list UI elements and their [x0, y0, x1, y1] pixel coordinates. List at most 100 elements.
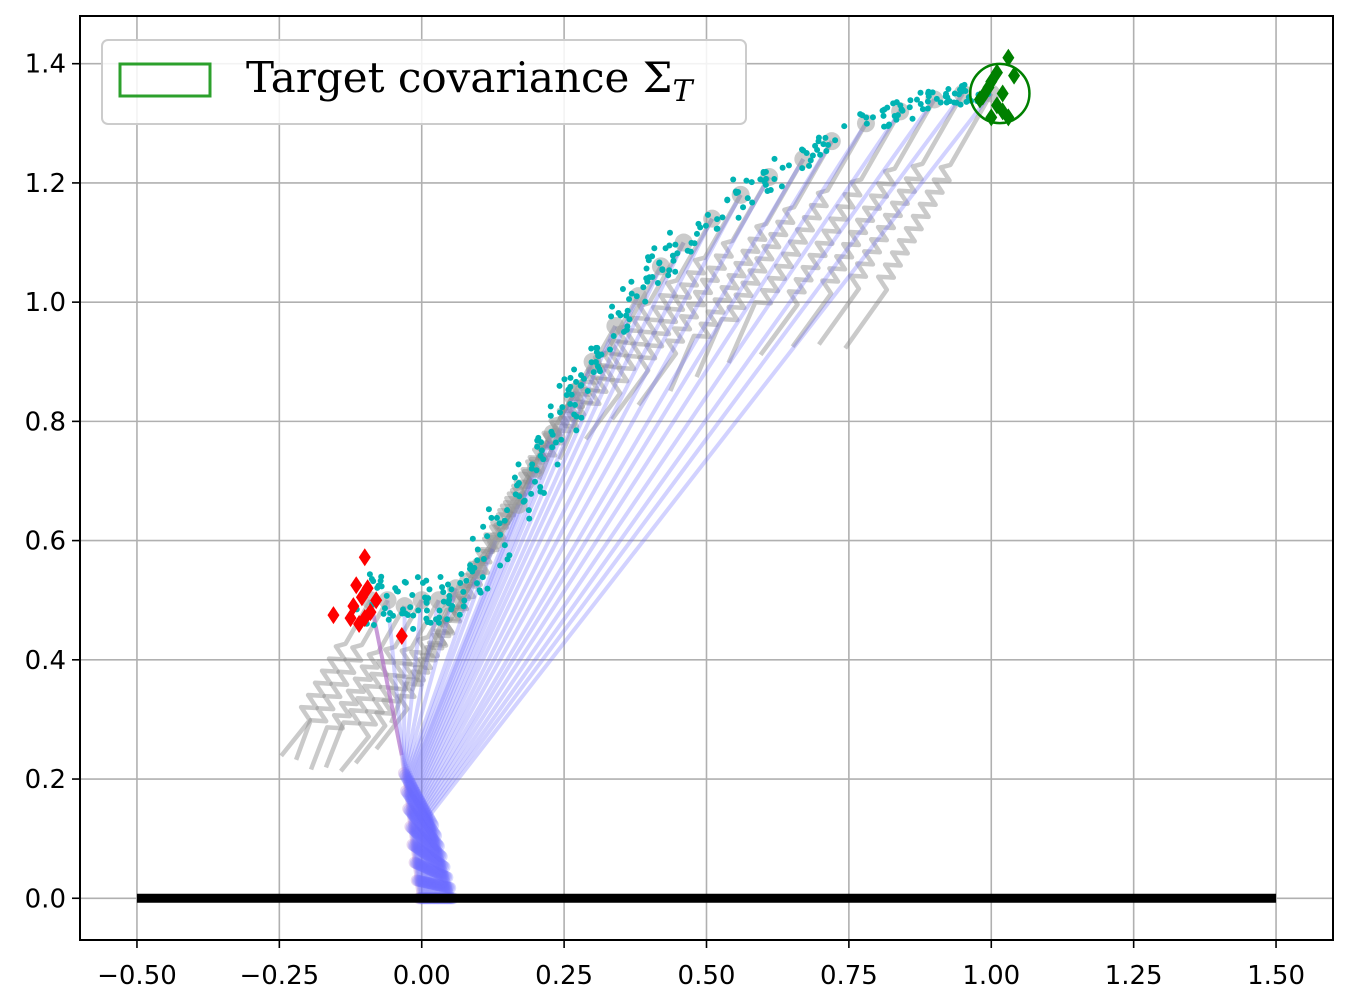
sample-point [633, 293, 640, 300]
sample-point [425, 595, 432, 602]
joint-marker [413, 829, 426, 842]
sample-point [779, 164, 786, 171]
joint-marker [426, 841, 439, 854]
link-line [406, 768, 429, 899]
joint-marker [415, 844, 428, 857]
joint-marker [417, 821, 430, 834]
joint-marker [424, 830, 437, 843]
sample-point [807, 157, 814, 164]
sample-point [744, 195, 751, 202]
joint-marker [432, 856, 445, 869]
sample-point [693, 230, 700, 237]
joint-marker [423, 863, 436, 876]
link-line [427, 812, 454, 899]
sample-point [743, 177, 750, 184]
x-axis-ticks: −0.50 −0.25 0.00 0.25 0.50 0.75 1.00 1.25 1.50 [97, 940, 1305, 991]
sample-point [659, 267, 666, 274]
sample-point [656, 259, 663, 266]
sample-point [590, 369, 597, 376]
joint-marker [408, 797, 421, 810]
link-line [423, 805, 450, 899]
joint-marker [413, 843, 426, 856]
sample-point [704, 211, 711, 218]
sample-point [426, 586, 433, 593]
joint-marker [417, 860, 430, 873]
sample-point [563, 392, 570, 399]
joint-marker [429, 829, 442, 842]
link-line [420, 175, 771, 800]
joint-marker [428, 834, 441, 847]
sample-point [515, 461, 522, 468]
joint-marker [435, 879, 448, 892]
sample-point [761, 178, 768, 185]
sample-point [894, 112, 901, 119]
joint-marker [410, 800, 423, 813]
joint-marker [425, 817, 438, 830]
sample-point [884, 104, 891, 111]
joint-marker [411, 827, 424, 840]
sample-point [925, 93, 932, 100]
sample-point [488, 514, 495, 521]
x-tick-label: 1.00 [962, 961, 1020, 991]
spring-trajectory [817, 92, 965, 346]
joint-marker [437, 880, 450, 893]
sample-point [474, 546, 481, 553]
joint-marker [415, 818, 428, 831]
joint-marker [418, 822, 431, 835]
sample-point [608, 313, 615, 320]
sample-point [387, 609, 394, 616]
sample-point [440, 598, 447, 605]
sample-point [393, 588, 400, 595]
joint-marker [406, 783, 419, 796]
joint-marker [418, 812, 431, 825]
start-sample-marker [370, 591, 383, 610]
sample-point [573, 413, 580, 420]
sample-point [370, 621, 377, 628]
sample-point [620, 328, 627, 335]
mean-state [606, 316, 625, 335]
sample-point [646, 274, 653, 281]
joint-marker [417, 801, 430, 814]
sample-point [407, 604, 414, 611]
joint-marker [417, 810, 430, 823]
legend-swatch [118, 62, 212, 98]
joint-marker [410, 826, 423, 839]
sample-point [497, 531, 504, 538]
y-tick-label: 1.0 [25, 288, 66, 318]
joint-marker [430, 878, 443, 891]
sample-point [771, 155, 778, 162]
sample-point [571, 401, 578, 408]
sample-point [762, 168, 769, 175]
sample-point [469, 535, 476, 542]
sample-point [897, 102, 904, 109]
sample-point [748, 179, 755, 186]
joint-marker [428, 854, 441, 867]
sample-point [547, 412, 554, 419]
joint-marker [403, 790, 416, 803]
joint-marker [412, 874, 425, 887]
joint-marker [401, 773, 414, 786]
start-sample-marker [361, 579, 374, 598]
joint-marker [433, 857, 446, 870]
sample-point [558, 436, 565, 443]
joint-marker [423, 877, 436, 890]
joint-marker [402, 775, 415, 788]
x-tick-label: −0.50 [97, 961, 177, 991]
sample-point [473, 580, 480, 587]
joint-marker [423, 828, 436, 841]
sample-point [841, 123, 848, 130]
legend-box [101, 39, 747, 125]
sample-point [626, 296, 633, 303]
link-line [410, 432, 555, 779]
joint-marker [419, 824, 432, 837]
sample-point [515, 480, 522, 487]
sample-point [929, 89, 936, 96]
grid [80, 16, 1333, 940]
mean-state [429, 591, 448, 610]
spring-trajectory [279, 599, 373, 758]
joint-marker [406, 808, 419, 821]
joint-marker [411, 802, 424, 815]
link-trajectories [368, 92, 993, 905]
sample-point [552, 439, 559, 446]
link-line [411, 390, 578, 782]
